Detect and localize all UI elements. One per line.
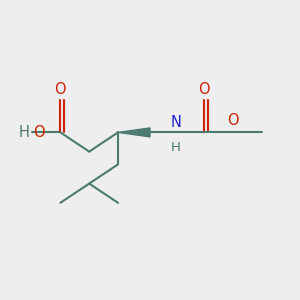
Text: O: O — [33, 124, 44, 140]
Text: O: O — [199, 82, 210, 97]
Polygon shape — [118, 128, 150, 137]
Text: N: N — [170, 115, 181, 130]
Text: H: H — [171, 141, 181, 154]
Text: O: O — [227, 113, 239, 128]
Text: H: H — [18, 125, 29, 140]
Text: O: O — [55, 82, 66, 97]
